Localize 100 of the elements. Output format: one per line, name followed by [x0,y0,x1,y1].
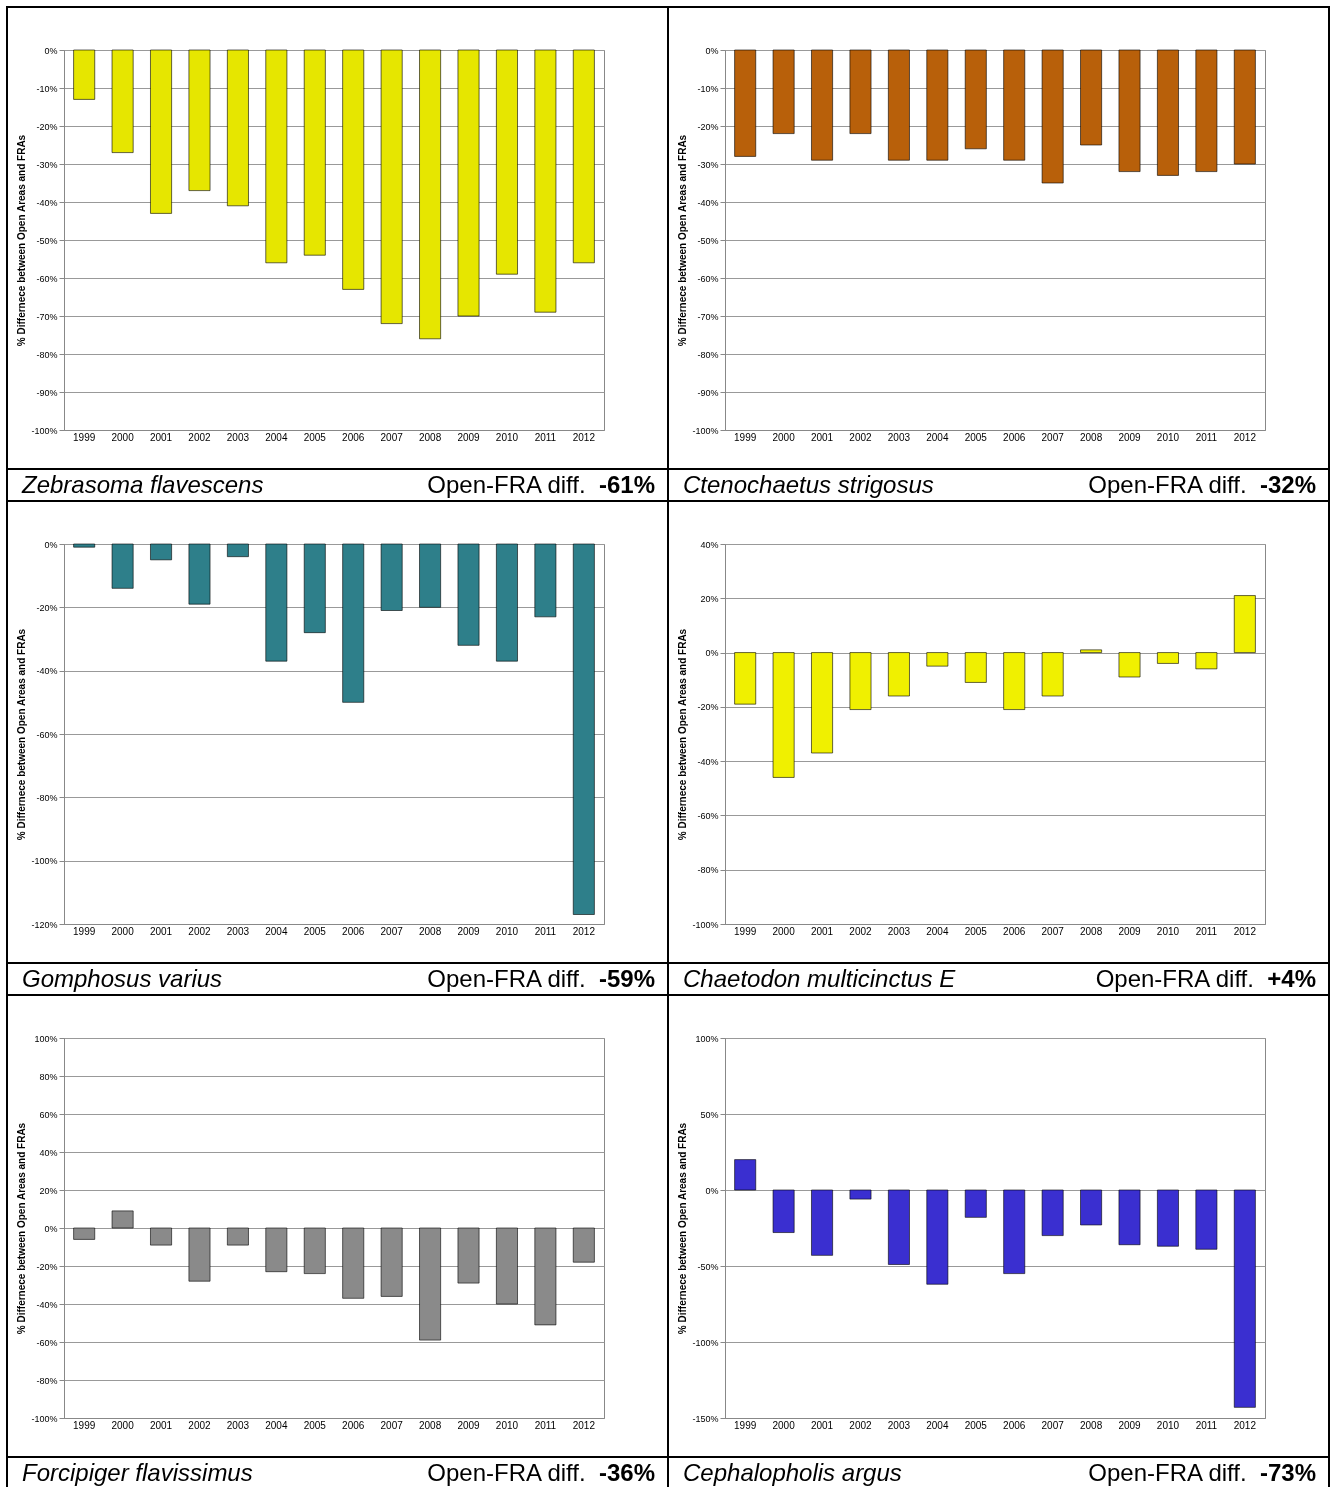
x-tick-label: 2004 [265,431,288,443]
y-tick-label: -10% [36,83,58,94]
x-tick-label: 2009 [1118,1419,1142,1431]
y-tick-label: 50% [700,1109,719,1120]
x-tick-label: 2004 [926,431,949,443]
x-tick-label: 2005 [303,1419,327,1431]
y-tick-label: -80% [36,792,58,803]
x-tick-label: 2012 [572,925,596,937]
y-tick-label: -80% [697,865,719,876]
y-tick-label: 80% [39,1071,58,1082]
x-tick-label: 2005 [964,431,988,443]
x-tick-label: 2011 [534,925,557,937]
x-tick-label: 2008 [1079,925,1103,937]
x-tick-label: 2007 [1041,431,1065,443]
y-tick-label: -40% [36,1299,58,1310]
text: Open-FRA diff. -73% [1088,1459,1316,1487]
x-tick-label: 2000 [111,1419,135,1431]
x-tick-label: 2000 [772,925,796,937]
y-tick-label: 40% [39,1147,58,1158]
x-tick-label: 2009 [457,925,481,937]
x-tick-label: 2005 [964,1419,988,1431]
x-tick-label: 2010 [1156,431,1180,443]
x-tick-label: 2005 [303,925,327,937]
y-tick-label: -20% [697,121,719,132]
y-axis-title: % Differnece between Open Areas and FRAs [677,134,689,347]
text: Cephalopholis argus [683,1459,902,1487]
x-tick-label: 2007 [380,1419,404,1431]
x-tick-label: 2003 [226,1419,250,1431]
y-tick-label: -30% [36,159,58,170]
x-tick-label: 2011 [534,431,557,443]
x-tick-label: 2001 [149,1419,173,1431]
x-tick-label: 2004 [265,925,288,937]
x-tick-label: 2011 [1195,431,1218,443]
x-tick-label: 2010 [1156,1419,1180,1431]
x-tick-label: 2006 [342,925,365,937]
x-tick-label: 2011 [534,1419,557,1431]
x-tick-label: 2011 [1195,1419,1218,1431]
x-tick-label: 2003 [887,431,911,443]
y-tick-label: 0% [44,45,58,56]
x-tick-label: 2012 [1233,925,1257,937]
y-tick-label: 100% [695,1033,719,1044]
y-tick-label: -40% [697,197,719,208]
x-tick-label: 2002 [188,431,212,443]
y-axis-title: % Differnece between Open Areas and FRAs [677,628,689,841]
y-axis-title: % Differnece between Open Areas and FRAs [16,628,28,841]
x-tick-label: 1999 [73,1419,96,1431]
x-tick-label: 1999 [73,431,96,443]
x-tick-label: 2008 [1079,431,1103,443]
y-tick-label: -40% [36,197,58,208]
x-tick-label: 1999 [73,925,96,937]
text: Open-FRA diff. -32% [1088,471,1316,499]
x-tick-label: 2004 [265,1419,288,1431]
x-tick-label: 2002 [188,1419,212,1431]
text: Chaetodon multicinctus E [683,965,956,993]
x-tick-label: 2001 [810,1419,834,1431]
x-tick-label: 2003 [226,925,250,937]
text: Zebrasoma flavescens [22,471,264,499]
y-tick-label: -100% [31,856,58,867]
x-tick-label: 1999 [734,431,757,443]
x-tick-label: 2003 [887,925,911,937]
y-tick-label: -50% [697,1261,719,1272]
x-tick-label: 2009 [1118,431,1142,443]
y-tick-label: 20% [700,593,719,604]
x-tick-label: 2000 [772,1419,796,1431]
y-axis-title: % Differnece between Open Areas and FRAs [677,1122,689,1335]
text: Ctenochaetus strigosus [683,471,934,499]
x-tick-label: 2006 [1003,1419,1026,1431]
x-tick-label: 2001 [810,925,834,937]
y-axis-title: % Differnece between Open Areas and FRAs [16,1122,28,1335]
x-tick-label: 2008 [1079,1419,1103,1431]
y-tick-label: -40% [36,666,58,677]
x-tick-label: 2008 [418,1419,442,1431]
y-tick-label: -60% [697,810,719,821]
x-tick-label: 2000 [772,431,796,443]
y-tick-label: -100% [692,919,719,930]
x-tick-label: 2007 [380,925,404,937]
y-tick-label: -10% [697,83,719,94]
text: Open-FRA diff. -36% [427,1459,655,1487]
y-tick-label: -60% [36,273,58,284]
y-tick-label: -20% [36,121,58,132]
x-tick-label: 2006 [342,1419,365,1431]
x-tick-label: 2006 [342,431,365,443]
x-tick-label: 2007 [380,431,404,443]
x-tick-label: 2012 [1233,1419,1257,1431]
x-tick-label: 2010 [495,925,519,937]
x-tick-label: 2000 [111,431,135,443]
x-tick-label: 2010 [1156,925,1180,937]
y-tick-label: -60% [36,1337,58,1348]
x-tick-label: 2002 [849,925,873,937]
y-tick-label: 0% [44,539,58,550]
y-tick-label: 0% [705,1185,719,1196]
y-tick-label: 0% [44,1223,58,1234]
y-tick-label: -50% [36,235,58,246]
x-tick-label: 2009 [457,1419,481,1431]
x-tick-label: 1999 [734,1419,757,1431]
y-tick-label: 40% [700,539,719,550]
x-tick-label: 2007 [1041,925,1065,937]
x-tick-label: 2006 [1003,431,1026,443]
x-tick-label: 2012 [572,431,596,443]
x-tick-label: 2001 [149,431,173,443]
